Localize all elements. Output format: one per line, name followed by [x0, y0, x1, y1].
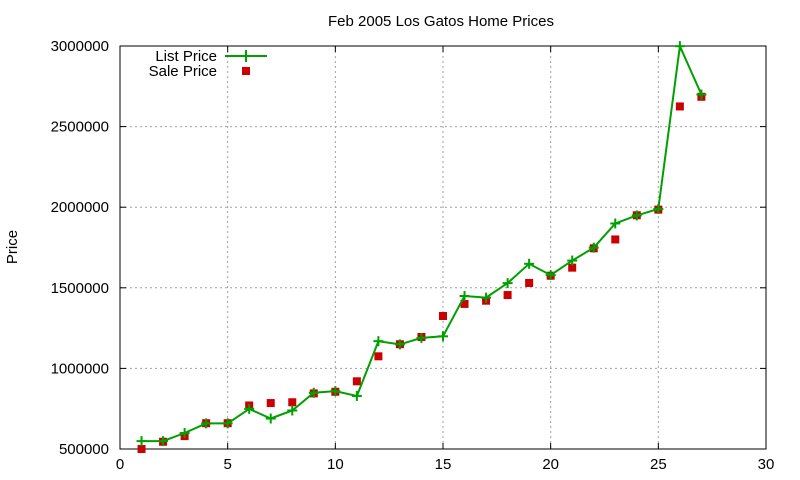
list-price-point [416, 332, 427, 343]
list-price-point [244, 403, 255, 414]
y-tick-label: 500000 [59, 441, 109, 458]
x-tick-label: 20 [542, 456, 559, 473]
list-price-point [330, 386, 341, 397]
list-price-point [287, 405, 298, 416]
legend-label-sale-price: Sale Price [149, 63, 217, 80]
legend-marker-sale-price [242, 67, 250, 75]
list-price-point [545, 270, 556, 281]
list-price-point [610, 218, 621, 229]
y-axis-label: Price [4, 230, 21, 264]
list-price-point [459, 291, 470, 302]
list-price-point [481, 292, 492, 303]
sale-price-point [568, 263, 577, 272]
list-price-point [222, 418, 233, 429]
legend-label-list-price: List Price [155, 48, 217, 65]
axis-ticks: 0 5 10 15 20 25 30 500000 1000000 1500000 2000000 2… [51, 38, 775, 473]
legend: List Price Sale Price [149, 48, 267, 80]
list-price-point [308, 387, 319, 398]
list-price-point [179, 428, 190, 439]
x-tick-label: 5 [223, 456, 231, 473]
sale-price-point [675, 102, 684, 111]
x-tick-label: 30 [758, 456, 775, 473]
list-price-line [141, 42, 703, 443]
series-layer [136, 41, 707, 453]
y-tick-label: 2000000 [51, 199, 109, 216]
list-price-point [136, 436, 147, 447]
grid [120, 46, 766, 449]
sale-price-point [266, 399, 275, 408]
sale-price-point [503, 291, 512, 300]
list-price-point [201, 418, 212, 429]
list-price-point [373, 336, 384, 347]
list-price-point [502, 278, 513, 289]
sale-price-point [288, 398, 297, 407]
list-price-point [394, 339, 405, 350]
list-price-point [524, 258, 535, 269]
legend-marker-list-price [240, 50, 252, 62]
sale-price-point [137, 445, 146, 453]
list-price-point [351, 390, 362, 401]
sale-price-point [352, 377, 361, 386]
list-price-point [158, 436, 169, 447]
sale-price-point [439, 312, 447, 321]
y-tick-label: 1500000 [51, 280, 109, 297]
sale-price-point [611, 235, 620, 244]
y-tick-label: 2500000 [51, 119, 109, 136]
sale-price-point [460, 299, 469, 308]
list-price-point [438, 331, 448, 342]
list-price-point [265, 413, 276, 424]
x-tick-label: 25 [650, 456, 667, 473]
list-price-point [588, 242, 599, 253]
x-tick-label: 15 [435, 456, 452, 473]
list-price-point [567, 255, 578, 266]
y-tick-label: 3000000 [51, 38, 109, 55]
sale-price-point [525, 278, 534, 287]
list-price-point [631, 210, 642, 221]
list-price-point [653, 203, 664, 214]
y-tick-label: 1000000 [51, 360, 109, 377]
x-tick-label: 10 [327, 456, 344, 473]
sale-price-point [374, 352, 383, 361]
chart-title: Feb 2005 Los Gatos Home Prices [328, 13, 554, 30]
list-price-point [674, 41, 685, 52]
x-tick-label: 0 [116, 456, 124, 473]
list-price-point [696, 89, 707, 100]
